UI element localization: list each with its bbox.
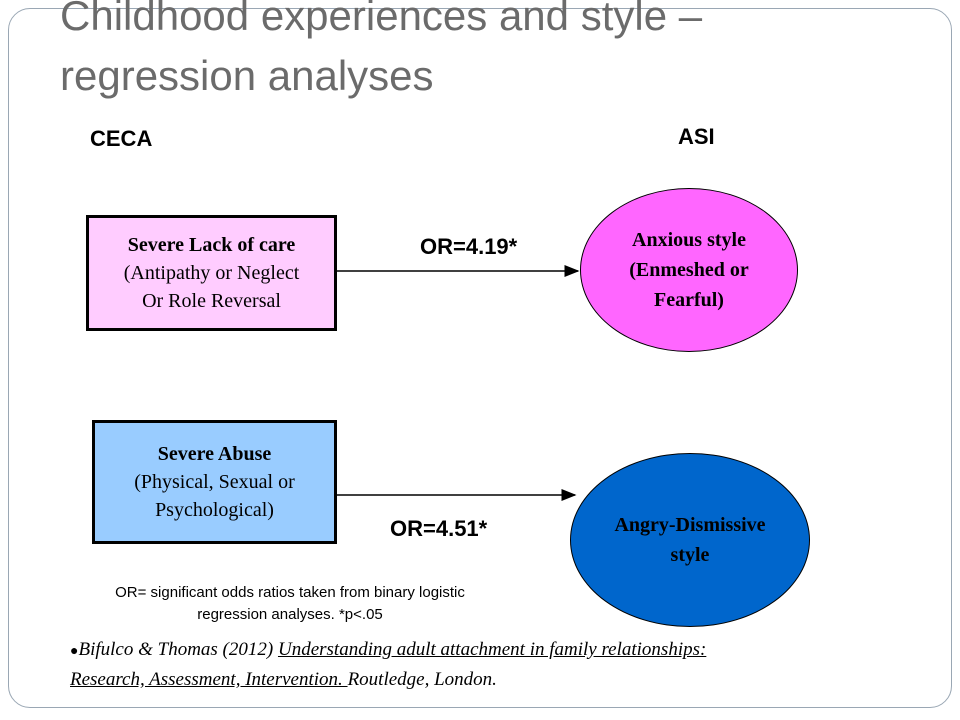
column-header-ceca: CECA xyxy=(90,126,153,151)
box-severe-lack-of-care: Severe Lack of care (Antipathy or Neglec… xyxy=(86,215,337,331)
ellipse-anxious-style: Anxious style (Enmeshed or Fearful) xyxy=(580,188,798,352)
citation: ●Bifulco & Thomas (2012) Understanding a… xyxy=(70,636,900,694)
box-care-heading: Severe Lack of care xyxy=(127,234,296,256)
footnote-line-2: regression analyses. *p<.05 xyxy=(197,606,383,623)
box-abuse-line-3: Psychological) xyxy=(155,499,274,521)
ellipse-anxious-line-2: (Enmeshed or xyxy=(629,259,749,281)
box-severe-abuse: Severe Abuse (Physical, Sexual or Psycho… xyxy=(92,420,337,544)
slide-frame xyxy=(8,8,952,708)
slide-title: Childhood experiences and style – regres… xyxy=(60,0,920,106)
ellipse-anxious-line-3: Fearful) xyxy=(654,289,724,311)
citation-authors: Bifulco & Thomas (2012) xyxy=(78,639,278,660)
box-care-line-3: Or Role Reversal xyxy=(142,290,281,312)
column-header-asi: ASI xyxy=(678,124,715,149)
ellipse-anxious-line-1: Anxious style xyxy=(632,229,746,251)
ellipse-angry-line-2: style xyxy=(670,544,710,566)
title-line-1: Childhood experiences and style – xyxy=(60,0,703,39)
odds-ratio-top: OR=4.19* xyxy=(420,234,518,259)
citation-publisher: Routledge, London. xyxy=(347,669,497,690)
citation-title-part-2: Research, Assessment, Intervention. xyxy=(70,669,348,690)
bullet-icon: ● xyxy=(70,644,79,659)
title-line-2: regression analyses xyxy=(60,52,434,99)
footnote: OR= significant odds ratios taken from b… xyxy=(40,582,540,626)
box-abuse-line-2: (Physical, Sexual or xyxy=(134,471,295,493)
footnote-line-1: OR= significant odds ratios taken from b… xyxy=(115,584,465,601)
citation-title-part-1: Understanding adult attachment in family… xyxy=(277,639,707,660)
box-abuse-heading: Severe Abuse xyxy=(157,443,272,465)
odds-ratio-bottom: OR=4.51* xyxy=(390,516,488,541)
box-care-line-2: (Antipathy or Neglect xyxy=(123,262,300,284)
ellipse-angry-line-1: Angry-Dismissive xyxy=(614,514,766,536)
ellipse-angry-dismissive-style: Angry-Dismissive style xyxy=(570,453,810,627)
